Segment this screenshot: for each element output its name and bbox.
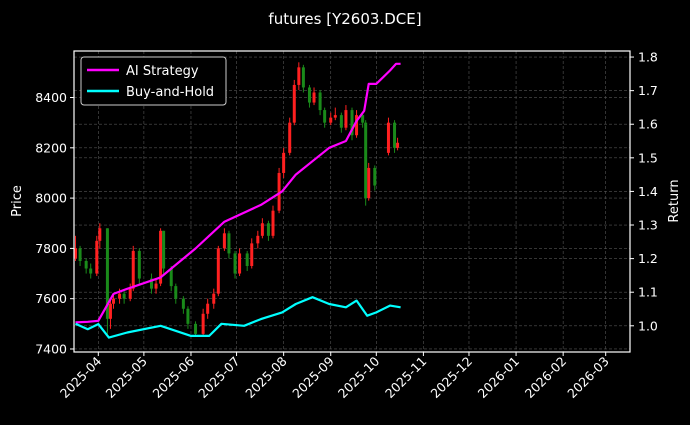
legend-label-bh: Buy-and-Hold <box>126 85 214 100</box>
candle-body <box>186 308 190 324</box>
candle-body <box>271 210 275 236</box>
candle-body <box>181 298 185 309</box>
candle-body <box>355 115 359 136</box>
candle-body <box>159 230 163 284</box>
candle-body <box>329 117 333 123</box>
candle-body <box>84 260 88 269</box>
chart-title: futures [Y2603.DCE] <box>268 10 421 28</box>
ai-strategy-line <box>75 62 401 324</box>
y-tick-label: 8400 <box>35 90 67 105</box>
y-axis-label: Price <box>10 185 25 217</box>
candle-body <box>282 152 286 173</box>
candle-body <box>393 122 397 148</box>
candle-body <box>222 233 226 249</box>
candle-body <box>154 283 158 289</box>
candle-body <box>260 223 264 236</box>
candle-body <box>131 250 135 289</box>
y-right-tick-label: 1.6 <box>638 117 658 132</box>
candle-body <box>245 253 249 266</box>
y-right-tick-label: 1.7 <box>638 83 658 98</box>
y-right-tick-label: 1.8 <box>638 50 658 65</box>
y-right-tick-label: 1.2 <box>638 251 658 266</box>
candle-body <box>307 87 311 103</box>
candle-body <box>333 115 337 118</box>
candle-body <box>95 240 99 274</box>
candle-body <box>201 313 205 334</box>
y-right-tick-label: 1.1 <box>638 285 658 300</box>
candle-body <box>78 248 82 261</box>
y-right-tick-label: 1.0 <box>638 318 658 333</box>
candle-body <box>149 278 153 289</box>
legend-label-ai: AI Strategy <box>126 64 199 79</box>
y-axis-right-label: Return <box>667 179 682 222</box>
candle-body <box>238 253 242 274</box>
candle-body <box>169 268 173 287</box>
legend: AI Strategy Buy-and-Hold <box>80 56 227 106</box>
candle-body <box>396 142 400 148</box>
candle-body <box>367 167 371 199</box>
candle-body <box>297 67 301 85</box>
candle-body <box>256 235 260 244</box>
candle-body <box>212 293 216 304</box>
candle-body <box>339 115 343 128</box>
candle-body <box>364 122 368 199</box>
candle-body <box>312 92 316 103</box>
candle-body <box>350 110 354 136</box>
candle-body <box>111 298 115 304</box>
candle-body <box>233 253 237 274</box>
candle-body <box>323 110 327 123</box>
y-right-tick-label: 1.4 <box>638 184 658 199</box>
candle-body <box>373 167 377 186</box>
candle-body <box>105 228 109 319</box>
candle-body <box>206 303 210 314</box>
candle-body <box>344 110 348 128</box>
candle-body <box>74 248 78 259</box>
candle-body <box>137 250 141 279</box>
candle-body <box>162 230 166 269</box>
candle-body <box>292 84 296 123</box>
candle-body <box>194 323 198 334</box>
candle-body <box>277 172 281 211</box>
buy-and-hold-line <box>75 296 401 339</box>
y-tick-label: 8200 <box>35 140 67 155</box>
candle-body <box>118 293 122 299</box>
y-tick-label: 8000 <box>35 191 67 206</box>
candle-body <box>98 228 102 241</box>
candle-body <box>128 288 132 299</box>
candle-body <box>361 115 365 123</box>
candle-body <box>108 303 112 319</box>
candle-body <box>266 223 270 236</box>
candle-body <box>216 248 220 294</box>
candle-body <box>174 286 178 299</box>
y-tick-label: 7600 <box>35 291 67 306</box>
candle-body <box>386 122 390 153</box>
candle-body <box>122 293 126 299</box>
candle-body <box>89 268 93 274</box>
candle-body <box>227 233 231 254</box>
candle-body <box>318 92 322 111</box>
candle-body <box>288 122 292 153</box>
y-right-tick-label: 1.3 <box>638 218 658 233</box>
y-tick-label: 7400 <box>35 341 67 356</box>
y-right-tick-label: 1.5 <box>638 150 658 165</box>
candle-body <box>301 67 305 88</box>
candle-body <box>250 243 254 266</box>
y-tick-label: 7800 <box>35 241 67 256</box>
plot-frame <box>73 50 631 353</box>
